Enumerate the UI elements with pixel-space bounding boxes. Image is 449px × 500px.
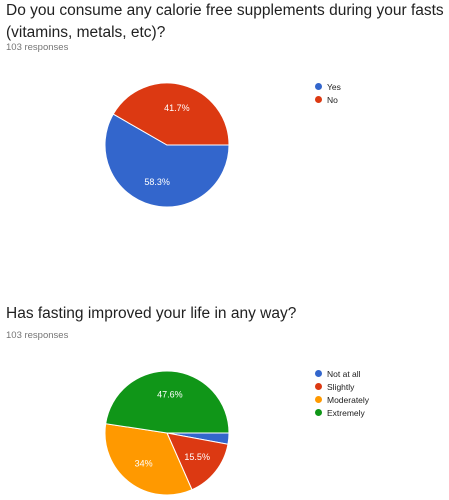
pie-slice-slightly: [166, 432, 229, 491]
legend-item-no: No: [315, 93, 341, 106]
legend-label: Slightly: [327, 381, 355, 392]
legend-label: Moderately: [327, 394, 370, 405]
legend-swatch-icon: [315, 396, 322, 403]
question-title: Has fasting improved your life in any wa…: [6, 305, 297, 322]
pie-slice-no: [112, 82, 230, 146]
legend-swatch-icon: [315, 383, 322, 390]
question-card-supplements: 58.3% 41.7% Do you consume any calorie fr…: [6, 2, 444, 208]
legend-swatch-icon: [315, 96, 322, 103]
legend-swatch-icon: [315, 83, 322, 90]
slice-data-label: 47.6%: [157, 390, 183, 400]
legend-label: Extremely: [327, 407, 365, 418]
pie-chart-improved-life: 15.5% 34% 47.6%: [104, 370, 230, 496]
pie-chart-supplements: 58.3% 41.7%: [104, 82, 230, 208]
legend-item-not-at-all: Not at all: [315, 367, 369, 380]
slice-data-label: 41.7%: [164, 103, 190, 113]
legend-swatch-icon: [315, 409, 322, 416]
pie-slice-moderately: [104, 423, 193, 496]
slice-data-label: 15.5%: [184, 452, 210, 462]
pie-slice-yes: [104, 113, 230, 208]
legend-swatch-icon: [315, 370, 322, 377]
legend-label: Yes: [327, 81, 341, 92]
response-count: 103 responses: [6, 330, 69, 341]
pie-slice-extremely: [105, 370, 230, 434]
chart-legend: Not at all Slightly Moderately Extremely: [315, 367, 369, 419]
slice-data-label: 34%: [135, 459, 153, 469]
legend-label: No: [327, 94, 338, 105]
chart-legend: Yes No: [315, 80, 341, 106]
legend-item-moderately: Moderately: [315, 393, 369, 406]
slice-data-label: 58.3%: [144, 177, 170, 187]
question-title: Do you consume any calorie free suppleme…: [6, 2, 444, 41]
question-card-improved-life: 15.5% 34% 47.6% Has fasting improved your …: [0, 300, 449, 500]
legend-item-yes: Yes: [315, 80, 341, 93]
response-count: 103 responses: [6, 42, 69, 53]
legend-item-extremely: Extremely: [315, 406, 369, 419]
legend-item-slightly: Slightly: [315, 380, 369, 393]
legend-label: Not at all: [327, 368, 361, 379]
